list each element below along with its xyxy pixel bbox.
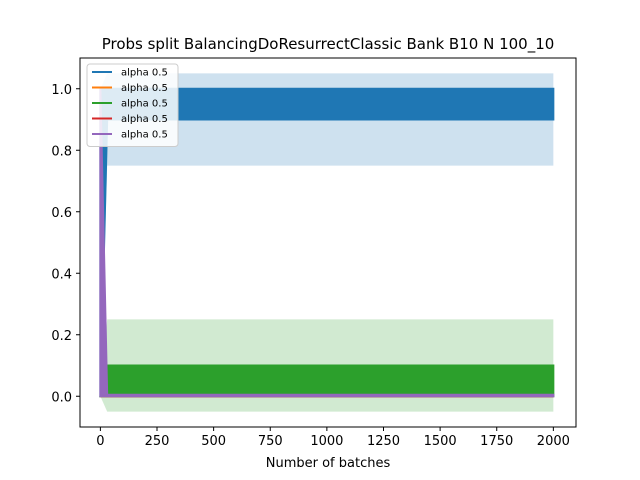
- legend-label: alpha 0.5: [121, 68, 168, 79]
- y-tick-label: 0.8: [51, 144, 72, 159]
- legend-box: [86, 63, 179, 147]
- legend-label: alpha 0.5: [121, 83, 168, 94]
- y-tick-label: 0.2: [51, 329, 72, 344]
- x-tick-label: 750: [258, 434, 283, 449]
- legend-label: alpha 0.5: [121, 99, 168, 110]
- x-tick-label: 250: [145, 434, 170, 449]
- x-tick-label: 2000: [537, 434, 570, 449]
- plot-frame: [79, 57, 577, 428]
- y-tick-label: 0.6: [51, 206, 72, 221]
- y-tick-label: 1.0: [51, 83, 72, 98]
- x-tick-label: 1250: [367, 434, 400, 449]
- x-tick-label: 1000: [310, 434, 343, 449]
- chart-title: Probs split BalancingDoResurrectClassic …: [102, 35, 555, 54]
- x-tick-label: 0: [96, 434, 104, 449]
- series-band-1: [100, 73, 554, 397]
- series-line-3: [99, 364, 555, 398]
- y-axis-ticks: 0.0 0.2 0.4 0.6 0.8 1.0: [51, 83, 80, 405]
- x-axis-ticks: 0 250 500 750 1000 1250 1500 1750 2000: [96, 427, 570, 449]
- legend: alpha 0.5 alpha 0.5 alpha 0.5 alpha 0.5 alph…: [86, 63, 179, 147]
- x-tick-label: 1750: [480, 434, 513, 449]
- x-axis-label: Number of batches: [266, 456, 391, 471]
- legend-label: alpha 0.5: [121, 130, 168, 141]
- y-tick-label: 0.0: [51, 390, 72, 405]
- y-tick-label: 0.4: [51, 267, 72, 282]
- x-tick-label: 1500: [424, 434, 457, 449]
- x-tick-label: 500: [201, 434, 226, 449]
- series-line-5: [99, 88, 555, 398]
- legend-label: alpha 0.5: [121, 114, 168, 125]
